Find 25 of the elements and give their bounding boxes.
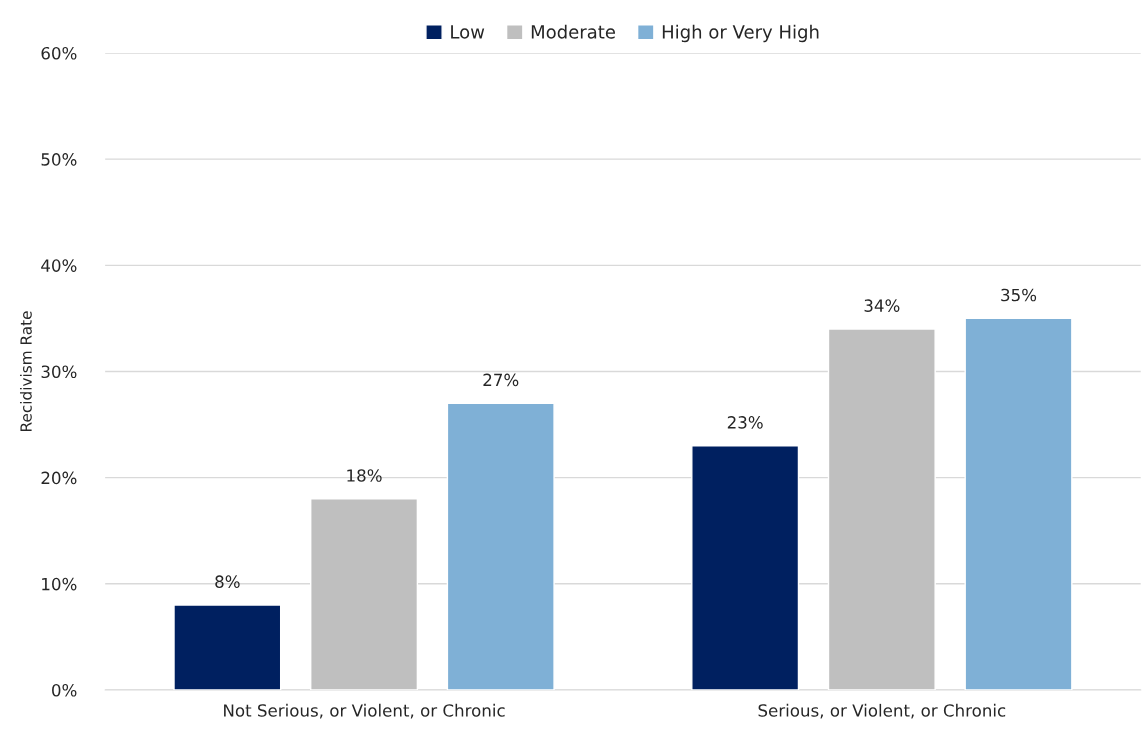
bar (446, 402, 555, 690)
data-label: 35% (1001, 288, 1037, 302)
bar (964, 317, 1073, 690)
legend-label: High or Very High (662, 24, 819, 43)
data-label: 34% (864, 299, 900, 312)
y-axis-title: Recidivism Rate (19, 311, 32, 431)
bar (173, 604, 282, 690)
data-label: 23% (727, 416, 763, 429)
bar (691, 445, 800, 690)
y-tick-label: 60% (41, 46, 77, 60)
bar (310, 498, 419, 690)
y-tick-label: 30% (41, 365, 77, 379)
y-tick-label: 10% (42, 577, 77, 591)
y-tick-label: 50% (41, 153, 77, 166)
legend-label: Low (451, 25, 485, 39)
y-tick-label: 20% (41, 471, 77, 485)
data-label: 8% (215, 575, 240, 588)
bar (827, 328, 936, 690)
y-tick-label: 0% (52, 683, 77, 697)
data-label: 18% (347, 469, 382, 482)
legend-label: Moderate (531, 24, 615, 39)
y-tick-label: 40% (41, 259, 77, 272)
x-tick-label: Not Serious, or Violent, or Chronic (224, 703, 505, 719)
data-label: 27% (483, 373, 519, 387)
x-tick-label: Serious, or Violent, or Chronic (758, 703, 1006, 719)
